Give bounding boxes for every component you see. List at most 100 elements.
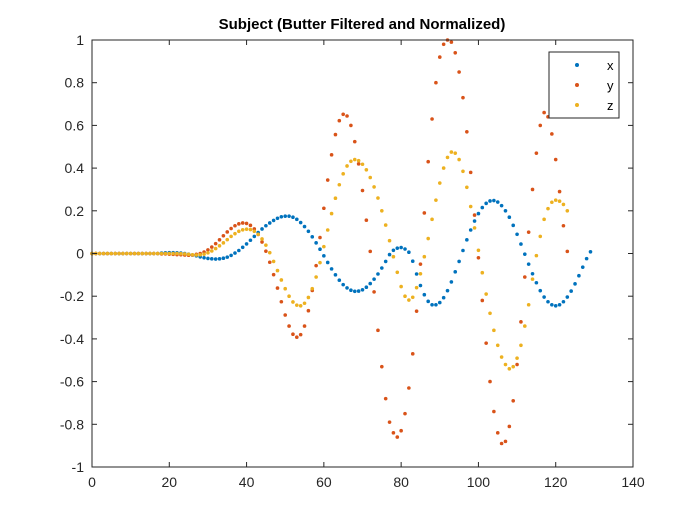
point-y-52 bbox=[291, 332, 295, 337]
point-y-104 bbox=[492, 409, 496, 414]
point-x-126 bbox=[577, 273, 581, 278]
point-z-98 bbox=[468, 204, 473, 209]
point-z-62 bbox=[329, 211, 334, 216]
point-x-112 bbox=[523, 252, 527, 256]
point-x-97 bbox=[465, 238, 469, 242]
point-z-74 bbox=[376, 196, 380, 200]
point-y-106 bbox=[499, 441, 504, 446]
point-z-8 bbox=[121, 251, 125, 256]
point-z-123 bbox=[565, 209, 570, 213]
legend-item-y[interactable]: y bbox=[575, 78, 614, 93]
point-x-111 bbox=[519, 242, 523, 246]
point-x-52 bbox=[291, 215, 295, 220]
point-x-46 bbox=[267, 221, 272, 225]
point-y-99 bbox=[472, 213, 477, 217]
legend-item-z[interactable]: z bbox=[575, 98, 614, 113]
point-z-9 bbox=[124, 251, 129, 256]
point-x-122 bbox=[561, 299, 566, 304]
point-x-48 bbox=[275, 216, 280, 221]
point-y-71 bbox=[364, 218, 369, 222]
point-y-90 bbox=[437, 55, 442, 59]
point-z-69 bbox=[356, 158, 361, 163]
point-x-102 bbox=[484, 201, 488, 206]
point-x-115 bbox=[534, 280, 539, 285]
point-x-38 bbox=[237, 248, 241, 253]
point-z-85 bbox=[418, 271, 423, 276]
point-z-60 bbox=[322, 244, 326, 249]
y-tick-label: 0.4 bbox=[65, 160, 85, 176]
point-z-24 bbox=[182, 252, 187, 256]
point-x-40 bbox=[244, 242, 249, 246]
point-y-49 bbox=[279, 299, 284, 304]
point-x-82 bbox=[407, 250, 411, 255]
point-y-89 bbox=[434, 80, 438, 85]
legend-item-x[interactable]: x bbox=[575, 58, 614, 73]
point-z-89 bbox=[434, 198, 438, 202]
point-z-77 bbox=[387, 238, 392, 243]
point-y-41 bbox=[248, 223, 253, 228]
legend[interactable]: xyz bbox=[548, 51, 620, 119]
point-y-51 bbox=[287, 324, 291, 328]
point-z-72 bbox=[368, 175, 373, 180]
point-z-117 bbox=[542, 217, 546, 222]
x-tick-label: 60 bbox=[316, 474, 332, 490]
point-z-122 bbox=[561, 202, 566, 207]
x-tick-label: 120 bbox=[544, 474, 568, 490]
point-y-31 bbox=[209, 245, 214, 249]
point-z-86 bbox=[422, 254, 427, 259]
point-x-35 bbox=[225, 255, 230, 259]
point-y-61 bbox=[325, 178, 330, 182]
point-x-62 bbox=[329, 267, 334, 271]
point-x-105 bbox=[495, 200, 500, 204]
point-x-113 bbox=[526, 262, 531, 266]
point-z-121 bbox=[557, 199, 562, 203]
point-y-48 bbox=[275, 286, 280, 290]
point-x-84 bbox=[414, 272, 419, 276]
point-x-103 bbox=[488, 199, 492, 203]
point-z-47 bbox=[271, 259, 276, 264]
point-z-119 bbox=[550, 200, 554, 205]
point-x-89 bbox=[434, 302, 438, 307]
point-x-37 bbox=[233, 251, 237, 255]
point-y-85 bbox=[418, 262, 423, 266]
point-x-100 bbox=[476, 211, 481, 216]
point-x-50 bbox=[283, 214, 288, 218]
point-y-46 bbox=[267, 260, 272, 265]
point-x-60 bbox=[322, 254, 326, 258]
point-z-80 bbox=[399, 284, 403, 289]
point-y-101 bbox=[480, 298, 485, 303]
point-y-67 bbox=[349, 123, 353, 128]
point-y-80 bbox=[399, 428, 403, 433]
point-z-63 bbox=[333, 196, 338, 200]
point-z-88 bbox=[430, 217, 434, 222]
point-y-34 bbox=[221, 233, 226, 238]
point-y-55 bbox=[302, 324, 307, 328]
point-z-2 bbox=[97, 251, 102, 256]
point-y-58 bbox=[314, 263, 318, 268]
x-tick-label: 100 bbox=[467, 474, 491, 490]
point-y-91 bbox=[441, 42, 446, 47]
point-y-68 bbox=[352, 139, 357, 144]
point-y-86 bbox=[422, 211, 427, 215]
point-y-38 bbox=[237, 222, 241, 226]
point-y-54 bbox=[298, 332, 303, 337]
point-z-32 bbox=[213, 246, 218, 251]
legend-box bbox=[548, 51, 620, 119]
legend-marker bbox=[575, 103, 579, 107]
point-z-5 bbox=[109, 251, 114, 256]
point-z-53 bbox=[295, 303, 299, 307]
point-z-42 bbox=[252, 229, 257, 234]
point-x-79 bbox=[395, 246, 400, 250]
point-y-35 bbox=[225, 230, 230, 234]
point-x-45 bbox=[264, 223, 268, 228]
point-y-105 bbox=[495, 431, 500, 435]
legend-label: x bbox=[607, 58, 614, 73]
point-y-47 bbox=[271, 272, 276, 277]
point-z-106 bbox=[499, 355, 504, 359]
series-z bbox=[90, 150, 570, 371]
point-z-50 bbox=[283, 286, 288, 291]
point-z-31 bbox=[209, 249, 214, 253]
point-y-97 bbox=[465, 130, 469, 134]
point-z-34 bbox=[221, 241, 226, 245]
